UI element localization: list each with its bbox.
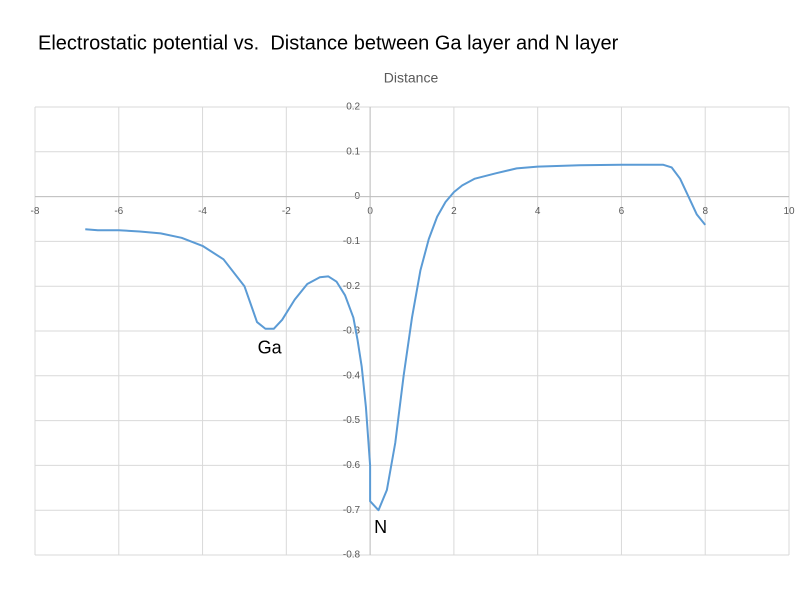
y-tick-label: -0.6: [343, 460, 361, 471]
x-tick-label: -6: [114, 206, 123, 217]
chart-title: Electrostatic potential vs. Distance bet…: [38, 32, 619, 54]
data-line: [85, 163, 706, 512]
y-tick-label: -0.3: [343, 326, 361, 337]
x-tick-label: 2: [451, 206, 457, 217]
annotation: Ga: [258, 338, 283, 358]
y-tick-label: 0.2: [346, 102, 360, 113]
x-tick-label: -4: [198, 206, 207, 217]
x-tick-label: 4: [535, 206, 541, 217]
x-tick-label: 10: [783, 206, 795, 217]
y-tick-label: 0.1: [346, 146, 360, 157]
y-tick-label: -0.2: [343, 281, 361, 292]
y-tick-label: -0.4: [343, 370, 361, 381]
x-tick-label: 8: [702, 206, 708, 217]
x-tick-label: -2: [282, 206, 291, 217]
y-tick-label: -0.1: [343, 236, 361, 247]
annotation: N: [374, 517, 387, 537]
y-tick-label: -0.7: [343, 505, 361, 516]
y-tick-label: -0.5: [343, 415, 361, 426]
y-tick-label: -0.8: [343, 550, 361, 561]
x-tick-label: 6: [619, 206, 625, 217]
x-tick-label: -8: [31, 206, 40, 217]
x-axis-title: Distance: [384, 70, 439, 86]
